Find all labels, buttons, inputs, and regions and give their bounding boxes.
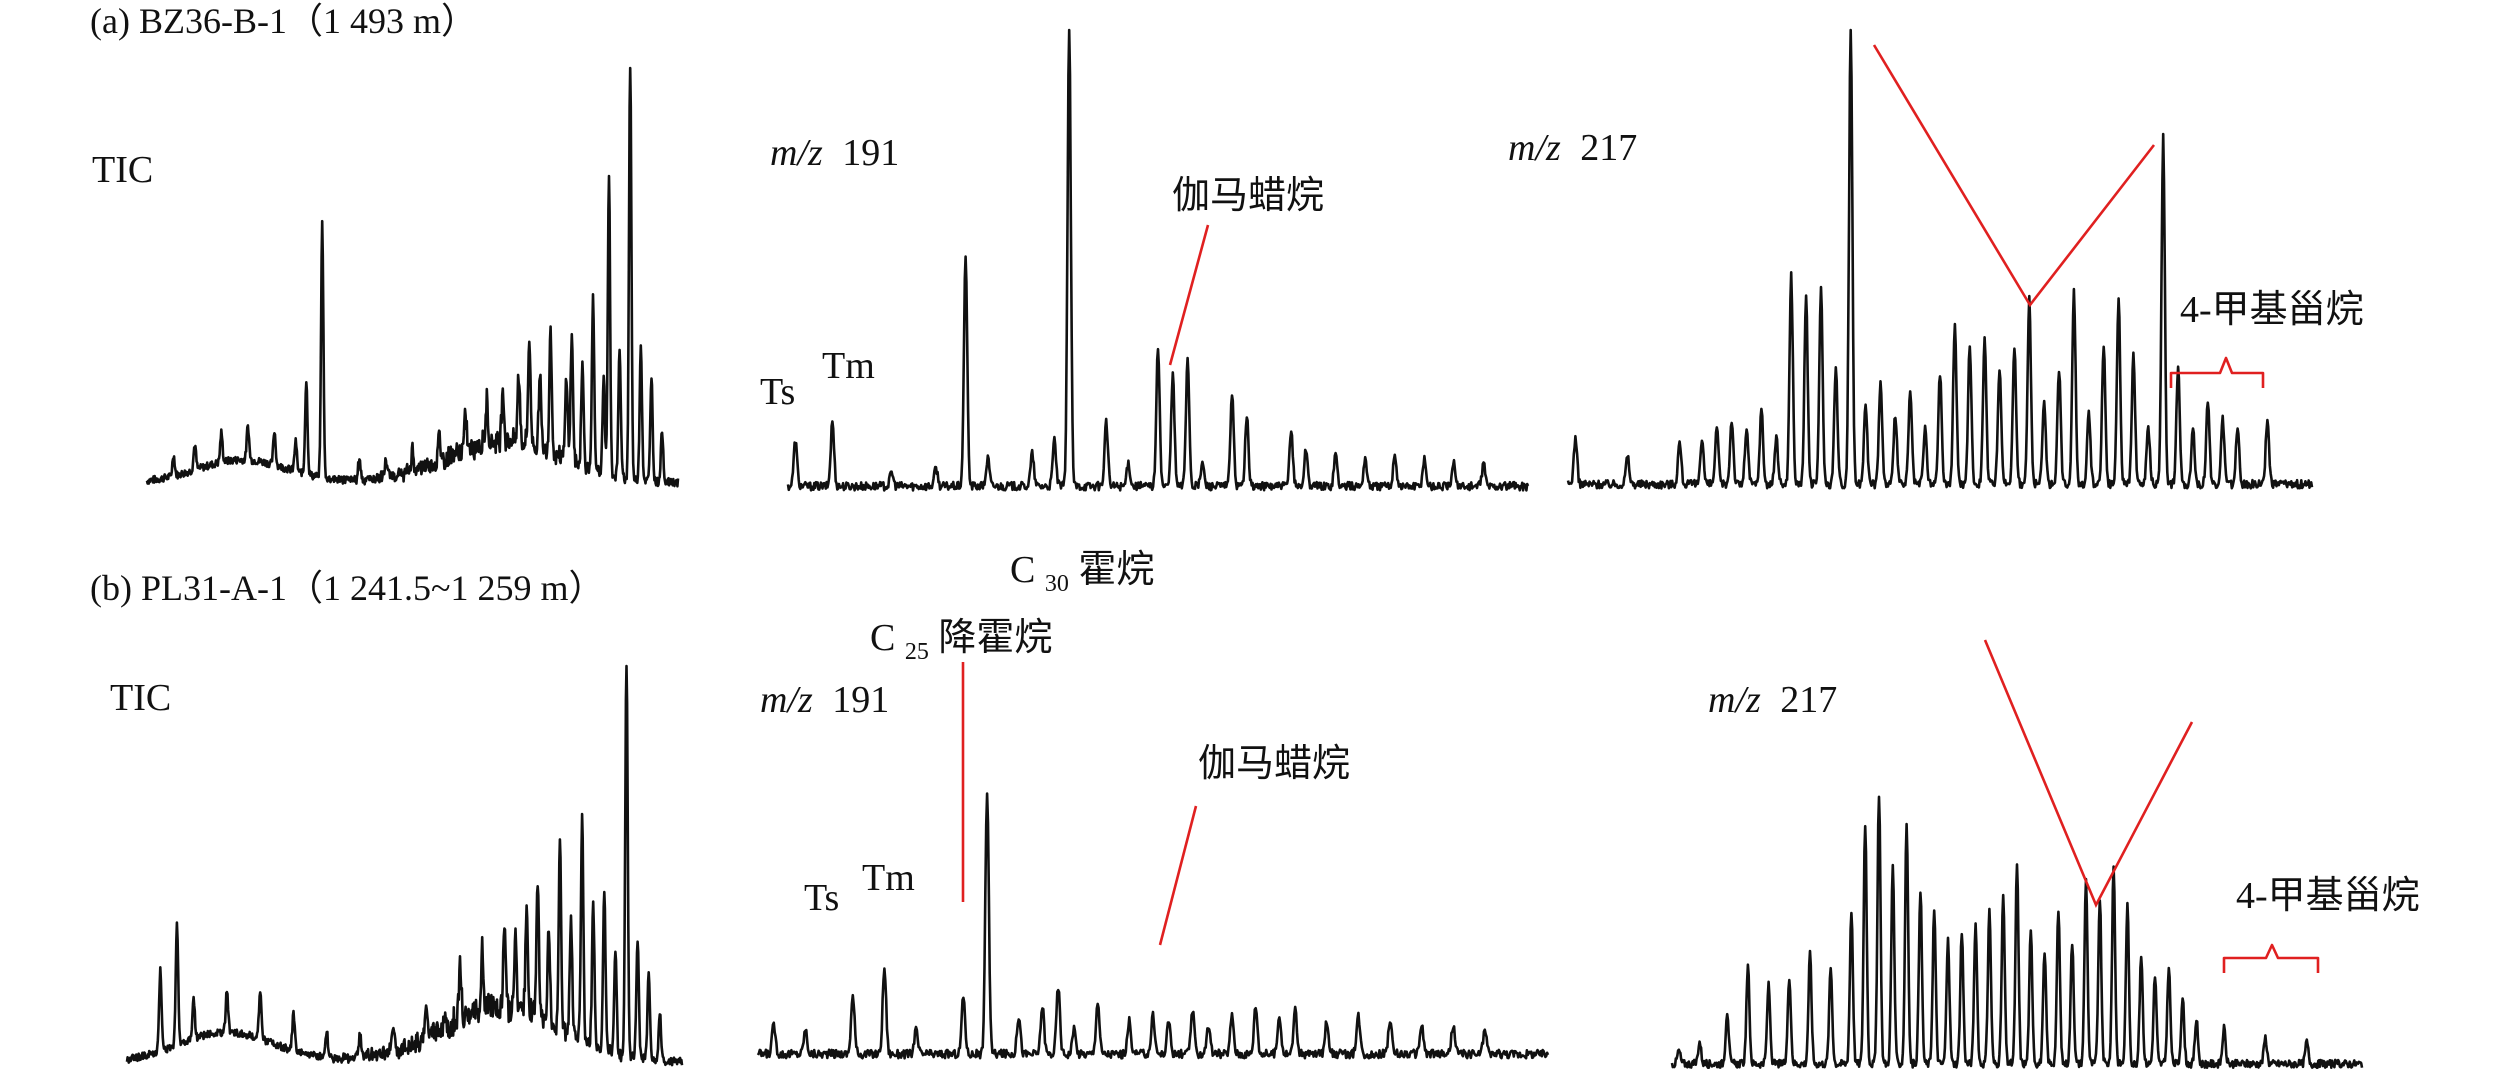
- a-mz217-value: 217: [1580, 127, 1637, 169]
- b-sterane-v-line: [1983, 639, 2194, 909]
- a-tic-label: TIC: [92, 149, 153, 191]
- trace-a-m-z-217: [1566, 28, 2314, 490]
- b-c30-hopane-label: C 30 霍烷: [1010, 549, 1154, 600]
- b-tic-label: TIC: [110, 677, 171, 719]
- a-mz191-italic: m/z: [770, 132, 823, 174]
- a-sterane-v-line: [1872, 44, 2156, 308]
- a-tm-label: Tm: [822, 345, 875, 387]
- a-mz191-label: m/z 191: [770, 132, 899, 174]
- trace-a-tic: [145, 66, 680, 488]
- a-methylsterane-label: 4-甲基甾烷: [2180, 289, 2364, 331]
- chromatogram-traces: [125, 28, 2364, 1069]
- b-methylsterane-bracket: [2222, 943, 2320, 973]
- b-mz217-value: 217: [1780, 679, 1837, 721]
- b-tm-label: Tm: [862, 857, 915, 899]
- b-gammacerane-pointer: [1158, 805, 1198, 946]
- b-methylsterane-label: 4-甲基甾烷: [2236, 875, 2420, 917]
- a-mz191-value: 191: [842, 132, 899, 174]
- trace-a-m-z-191: [786, 28, 1530, 492]
- b-ts-label: Ts: [804, 877, 839, 919]
- panel-b-title: (b) PL31-A-1（1 241.5~1 259 m）: [90, 568, 604, 608]
- b-c30-subscript: 30: [1045, 571, 1069, 597]
- trace-b-m-z-217: [1670, 795, 2364, 1069]
- annotations: [961, 44, 2320, 973]
- b-mz191-italic: m/z: [760, 679, 813, 721]
- a-gammacerane-pointer: [1168, 224, 1210, 366]
- trace-b-tic: [125, 664, 684, 1067]
- b-c25-subscript: 25: [905, 639, 929, 665]
- b-c25-suffix: 降霍烷: [938, 617, 1052, 659]
- a-mz217-label: m/z 217: [1508, 127, 1637, 169]
- b-c30-prefix: C: [1010, 549, 1035, 591]
- b-c25-prefix: C: [870, 617, 895, 659]
- b-c30-suffix: 霍烷: [1078, 549, 1154, 591]
- trace-b-m-z-191: [756, 792, 1550, 1060]
- b-mz217-italic: m/z: [1708, 679, 1761, 721]
- b-mz191-label: m/z 191: [760, 679, 889, 721]
- a-gammacerane-label: 伽马蜡烷: [1172, 175, 1324, 217]
- b-mz191-value: 191: [832, 679, 889, 721]
- a-ts-label: Ts: [760, 371, 795, 413]
- b-c25-norhopane-label: C 25 降霍烷: [870, 617, 1052, 668]
- b-gammacerane-label: 伽马蜡烷: [1198, 743, 1350, 785]
- panel-a-title: (a) BZ36-B-1（1 493 m）: [90, 1, 477, 41]
- a-mz217-italic: m/z: [1508, 127, 1561, 169]
- b-mz217-label: m/z 217: [1708, 679, 1837, 721]
- a-methylsterane-bracket: [2169, 356, 2265, 388]
